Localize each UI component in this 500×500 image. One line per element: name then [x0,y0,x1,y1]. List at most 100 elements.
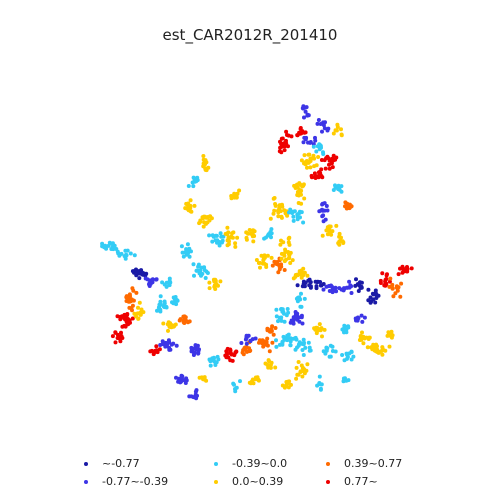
map-point [314,163,319,168]
map-point [166,338,171,343]
map-point [308,348,313,353]
map-point [114,247,119,251]
map-point [304,105,309,110]
map-point [201,154,206,158]
map-point [307,277,312,282]
map-point [278,242,283,247]
map-point [364,335,369,340]
map-point [336,187,341,192]
map-point [211,355,216,360]
map-point [177,318,182,323]
map-point [196,348,201,353]
map-point [294,337,299,342]
map-point [127,318,132,323]
map-point [273,261,278,266]
map-point [234,349,239,354]
map-point [380,352,385,357]
map-point [285,133,289,137]
map-point [292,209,297,214]
map-point [186,320,190,325]
map-point [233,389,238,394]
map-point [285,307,290,311]
map-point [185,206,190,211]
map-point [361,341,366,346]
map-point [160,280,165,285]
map-point [313,135,317,140]
map-point [390,282,395,287]
map-point [368,295,373,300]
map-point [340,327,345,332]
map-point [237,188,242,193]
map-point [174,343,179,348]
map-point [158,294,163,299]
map-point [231,230,236,235]
map-point [322,208,327,213]
map-point [330,290,335,295]
map-point [354,277,358,282]
map-point [323,217,328,222]
map-point [315,326,320,331]
map-point [256,261,261,265]
map-point [194,393,199,398]
map-point [301,353,306,357]
map-point [185,242,190,247]
map-point [163,344,168,349]
map-point [300,348,305,352]
map-point [317,374,322,379]
map-point [360,319,365,324]
map-point [250,232,255,237]
map-point [281,144,286,148]
map-point [129,299,133,304]
map-point [279,318,284,323]
map-point [320,334,324,339]
map-point [323,166,328,171]
map-point [195,268,199,273]
map-point [276,270,281,275]
map-point [241,348,246,353]
map-point [294,296,299,301]
map-point [291,214,296,219]
map-point [299,272,304,277]
map-point [296,360,301,364]
map-point [115,336,120,340]
map-point [213,238,218,243]
map-point [230,358,235,363]
map-point [306,340,311,345]
map-point [288,261,293,265]
map-point [204,221,208,226]
map-point [339,184,344,189]
map-point [180,374,185,379]
map-point [319,158,324,162]
map-point [314,149,319,154]
map-point [189,345,194,350]
map-point [125,248,130,253]
legend-marker [214,480,218,484]
map-point [380,345,385,350]
map-point [207,280,212,285]
map-point [106,243,111,248]
map-point [269,235,273,240]
map-point [226,237,231,242]
map-point [284,382,289,387]
map-point [347,351,352,356]
map-point [158,307,163,312]
map-point [158,301,163,306]
map-point [391,294,396,299]
map-point [132,253,137,258]
map-point [266,358,271,363]
map-point [210,233,215,238]
map-point [191,184,196,189]
map-point [189,394,194,399]
map-point [299,210,304,215]
map-point [130,316,135,321]
map-point [166,328,170,333]
map-point [300,374,305,379]
map-point [287,235,292,240]
map-point [172,324,177,329]
map-point [187,246,192,251]
map-point [283,337,288,342]
map-point [118,339,123,344]
map-point [303,345,308,350]
map-point [321,213,326,218]
